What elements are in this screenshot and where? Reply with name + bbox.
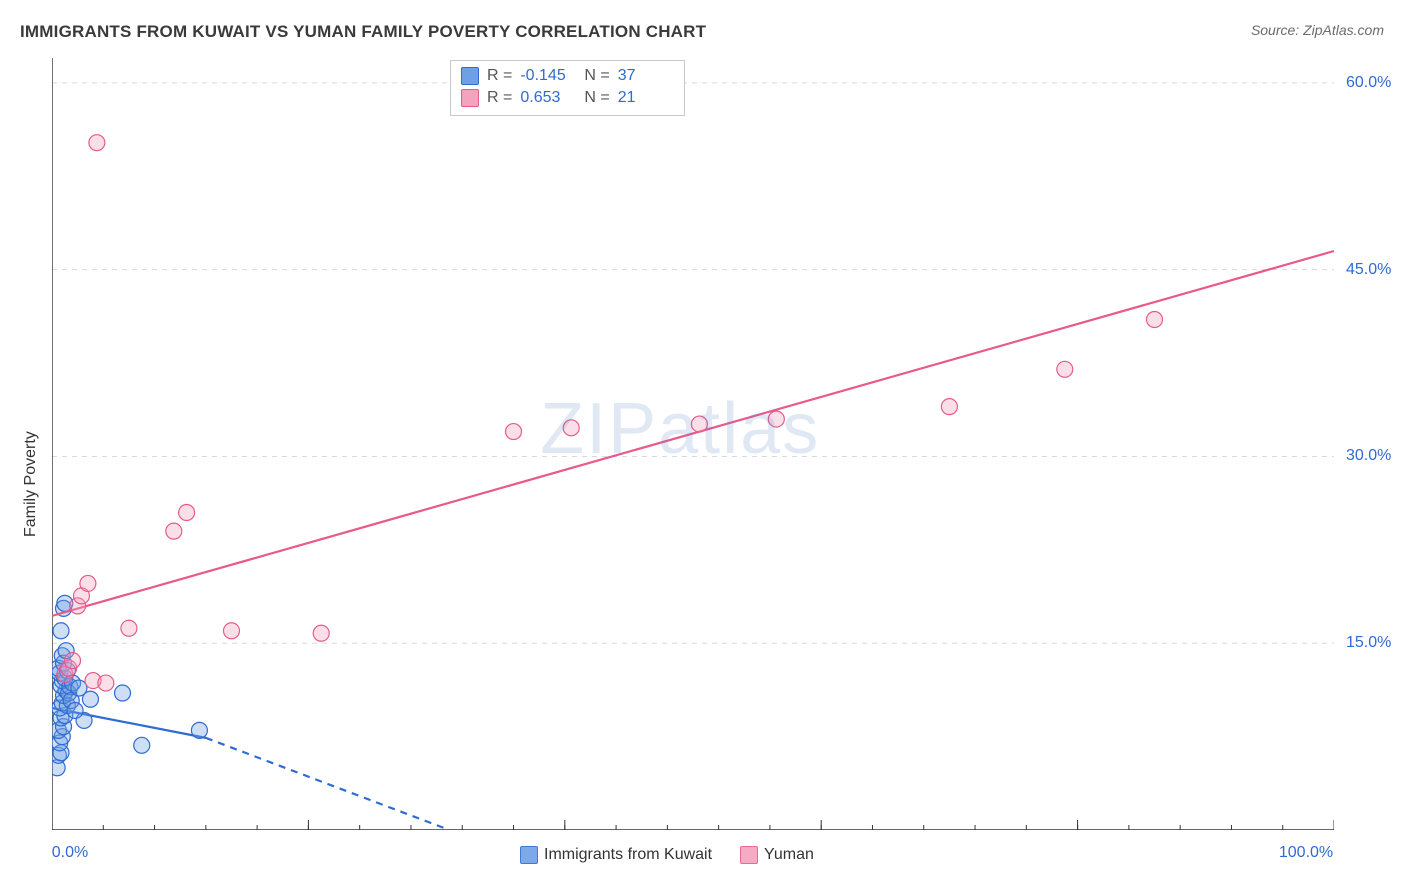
legend-swatch — [461, 67, 479, 85]
x-tick-label: 0.0% — [52, 844, 88, 862]
x-tick-label: 100.0% — [1279, 844, 1333, 862]
legend-swatch — [520, 846, 538, 864]
y-tick-label: 30.0% — [1346, 447, 1391, 465]
y-axis-label: Family Poverty — [22, 431, 40, 537]
legend-label: Yuman — [764, 846, 814, 863]
legend-item-yuman: Yuman — [740, 846, 814, 864]
legend-swatch — [740, 846, 758, 864]
correlation-scatter-plot — [52, 58, 1334, 830]
r-legend-row-yuman: R = 0.653 N = 21 — [461, 87, 674, 109]
source-attribution: Source: ZipAtlas.com — [1251, 22, 1384, 38]
series-legend: Immigrants from Kuwait Yuman — [520, 846, 814, 864]
y-tick-label: 60.0% — [1346, 74, 1391, 92]
legend-label: Immigrants from Kuwait — [544, 846, 712, 863]
y-tick-label: 15.0% — [1346, 634, 1391, 652]
legend-swatch — [461, 89, 479, 107]
source-name: ZipAtlas.com — [1303, 22, 1384, 38]
source-prefix: Source: — [1251, 22, 1303, 38]
correlation-legend: R = -0.145 N = 37R = 0.653 N = 21 — [450, 60, 685, 116]
chart-title: IMMIGRANTS FROM KUWAIT VS YUMAN FAMILY P… — [20, 22, 706, 42]
y-tick-label: 45.0% — [1346, 261, 1391, 279]
legend-item-kuwait: Immigrants from Kuwait — [520, 846, 712, 864]
r-legend-row-kuwait: R = -0.145 N = 37 — [461, 65, 674, 87]
